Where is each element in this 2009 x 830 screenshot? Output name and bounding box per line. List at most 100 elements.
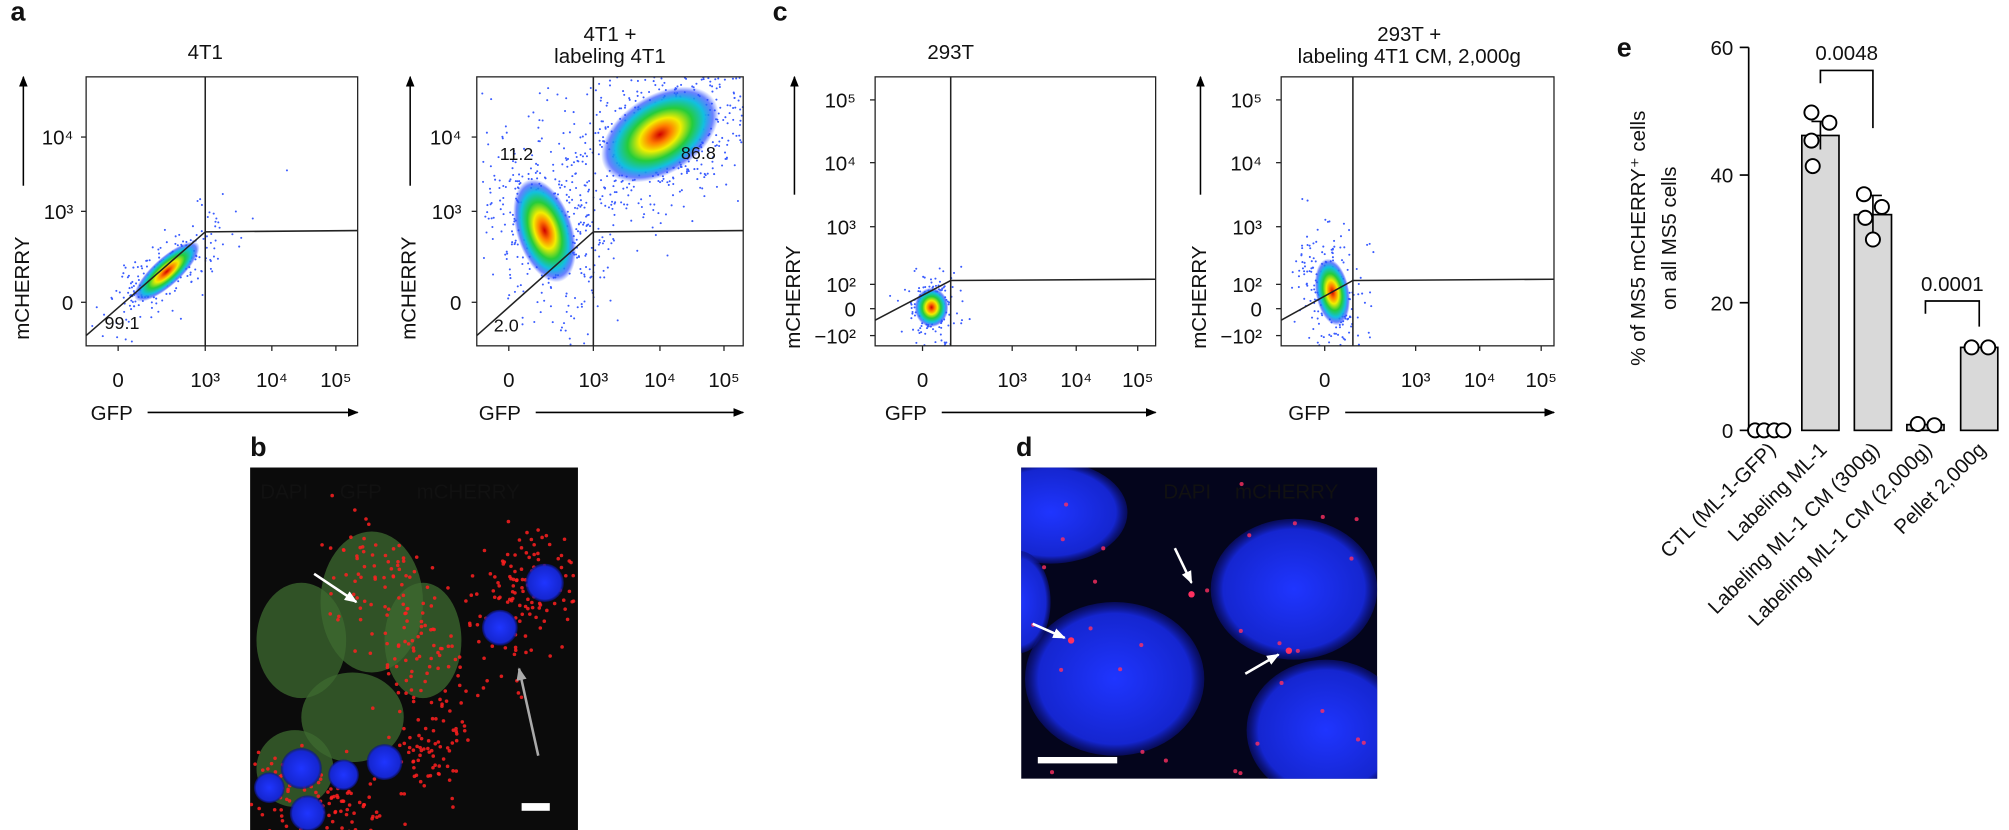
mcherry-dot (370, 632, 374, 636)
event-dot (579, 221, 582, 224)
event-dot (579, 230, 582, 233)
event-dot (534, 171, 537, 174)
event-dot (127, 274, 130, 277)
gate-percentage: 11.2 (500, 144, 534, 164)
y-tick-label: 20 (1711, 292, 1734, 315)
event-dot (934, 341, 937, 344)
event-dot (549, 150, 552, 153)
mcherry-dot (505, 600, 510, 604)
event-dot (920, 324, 923, 328)
event-dot (1370, 305, 1373, 308)
mcherry-dot (1064, 502, 1069, 507)
event-dot (1301, 244, 1304, 247)
mcherry-dot (406, 642, 411, 646)
mcherry-dot (520, 585, 524, 590)
event-dot (1368, 242, 1371, 245)
mcherry-dot (318, 777, 323, 781)
data-point (1926, 417, 1943, 434)
mcherry-dot (401, 556, 406, 560)
mcherry-dot (457, 683, 462, 688)
mcherry-dot (542, 619, 547, 624)
mcherry-dot (411, 695, 416, 700)
event-dot (715, 134, 718, 137)
event-dot (1314, 260, 1317, 263)
mcherry-dot (536, 557, 541, 562)
mcherry-dot (273, 770, 278, 774)
event-dot (1297, 275, 1300, 278)
event-dot (602, 136, 605, 139)
mcherry-dot (429, 604, 434, 608)
mcherry-dot (245, 792, 249, 796)
mcherry-dot (361, 549, 366, 554)
event-dot (521, 316, 524, 319)
event-dot (943, 285, 946, 288)
mcherry-dot (451, 769, 455, 773)
event-dot (209, 267, 212, 270)
event-dot (1313, 288, 1316, 291)
event-dot (700, 163, 703, 166)
event-dot (590, 275, 593, 278)
event-dot (1309, 299, 1312, 302)
event-dot (521, 175, 524, 178)
x-tick-label: 10⁴ (644, 369, 676, 392)
event-dot (930, 281, 933, 284)
event-dot (498, 187, 501, 190)
event-dot (586, 224, 589, 227)
event-dot (726, 143, 729, 146)
mcherry-dot (396, 643, 401, 647)
event-dot (739, 119, 742, 122)
event-dot (551, 321, 554, 324)
mcherry-dot (320, 543, 324, 547)
event-dot (1303, 261, 1306, 264)
mcherry-dot (445, 764, 450, 769)
mcherry-dot (369, 602, 373, 607)
event-dot (491, 237, 494, 241)
mcherry-dot (419, 619, 424, 624)
event-dot (598, 255, 601, 258)
event-dot (529, 167, 532, 170)
event-dot (526, 272, 529, 275)
mcherry-dot (432, 596, 437, 600)
mcherry-dot (523, 604, 528, 609)
mcherry-dot (556, 556, 561, 561)
mcherry-dot (505, 552, 510, 557)
mcherry-dot (462, 724, 467, 728)
mcherry-dot (444, 699, 449, 703)
mcherry-dot (438, 697, 442, 702)
x-tick-label: 0 (503, 369, 514, 392)
event-dot (945, 341, 948, 344)
event-dot (577, 204, 580, 207)
event-dot (137, 275, 140, 278)
event-dot (583, 300, 586, 303)
event-dot (579, 205, 582, 208)
event-dot (1356, 316, 1359, 319)
mcherry-dot (417, 733, 421, 738)
event-dot (209, 260, 212, 263)
event-dot (687, 170, 690, 173)
plot-frame (85, 76, 359, 347)
data-point (1803, 104, 1820, 121)
mcherry-dot (353, 649, 357, 653)
mcherry-dot (478, 614, 482, 619)
channel-label: DAPI (260, 480, 308, 503)
event-dot (910, 307, 913, 310)
event-dot (214, 225, 217, 228)
event-dot (586, 214, 589, 217)
event-dot (543, 299, 546, 302)
mcherry-dot (1093, 579, 1098, 584)
event-dot (589, 148, 592, 151)
mcherry-dot (438, 744, 443, 749)
data-point (1873, 198, 1890, 215)
event-dot (597, 131, 600, 134)
event-dot (541, 119, 544, 122)
event-dot (1324, 218, 1327, 221)
event-dot (547, 87, 550, 90)
event-dot (135, 282, 138, 285)
mcherry-dot (353, 579, 357, 584)
event-dot (214, 239, 217, 242)
event-dot (1348, 253, 1351, 256)
mcherry-dot (387, 735, 391, 740)
event-dot (484, 215, 487, 218)
mcherry-dot (266, 767, 270, 771)
event-dot (565, 193, 568, 196)
